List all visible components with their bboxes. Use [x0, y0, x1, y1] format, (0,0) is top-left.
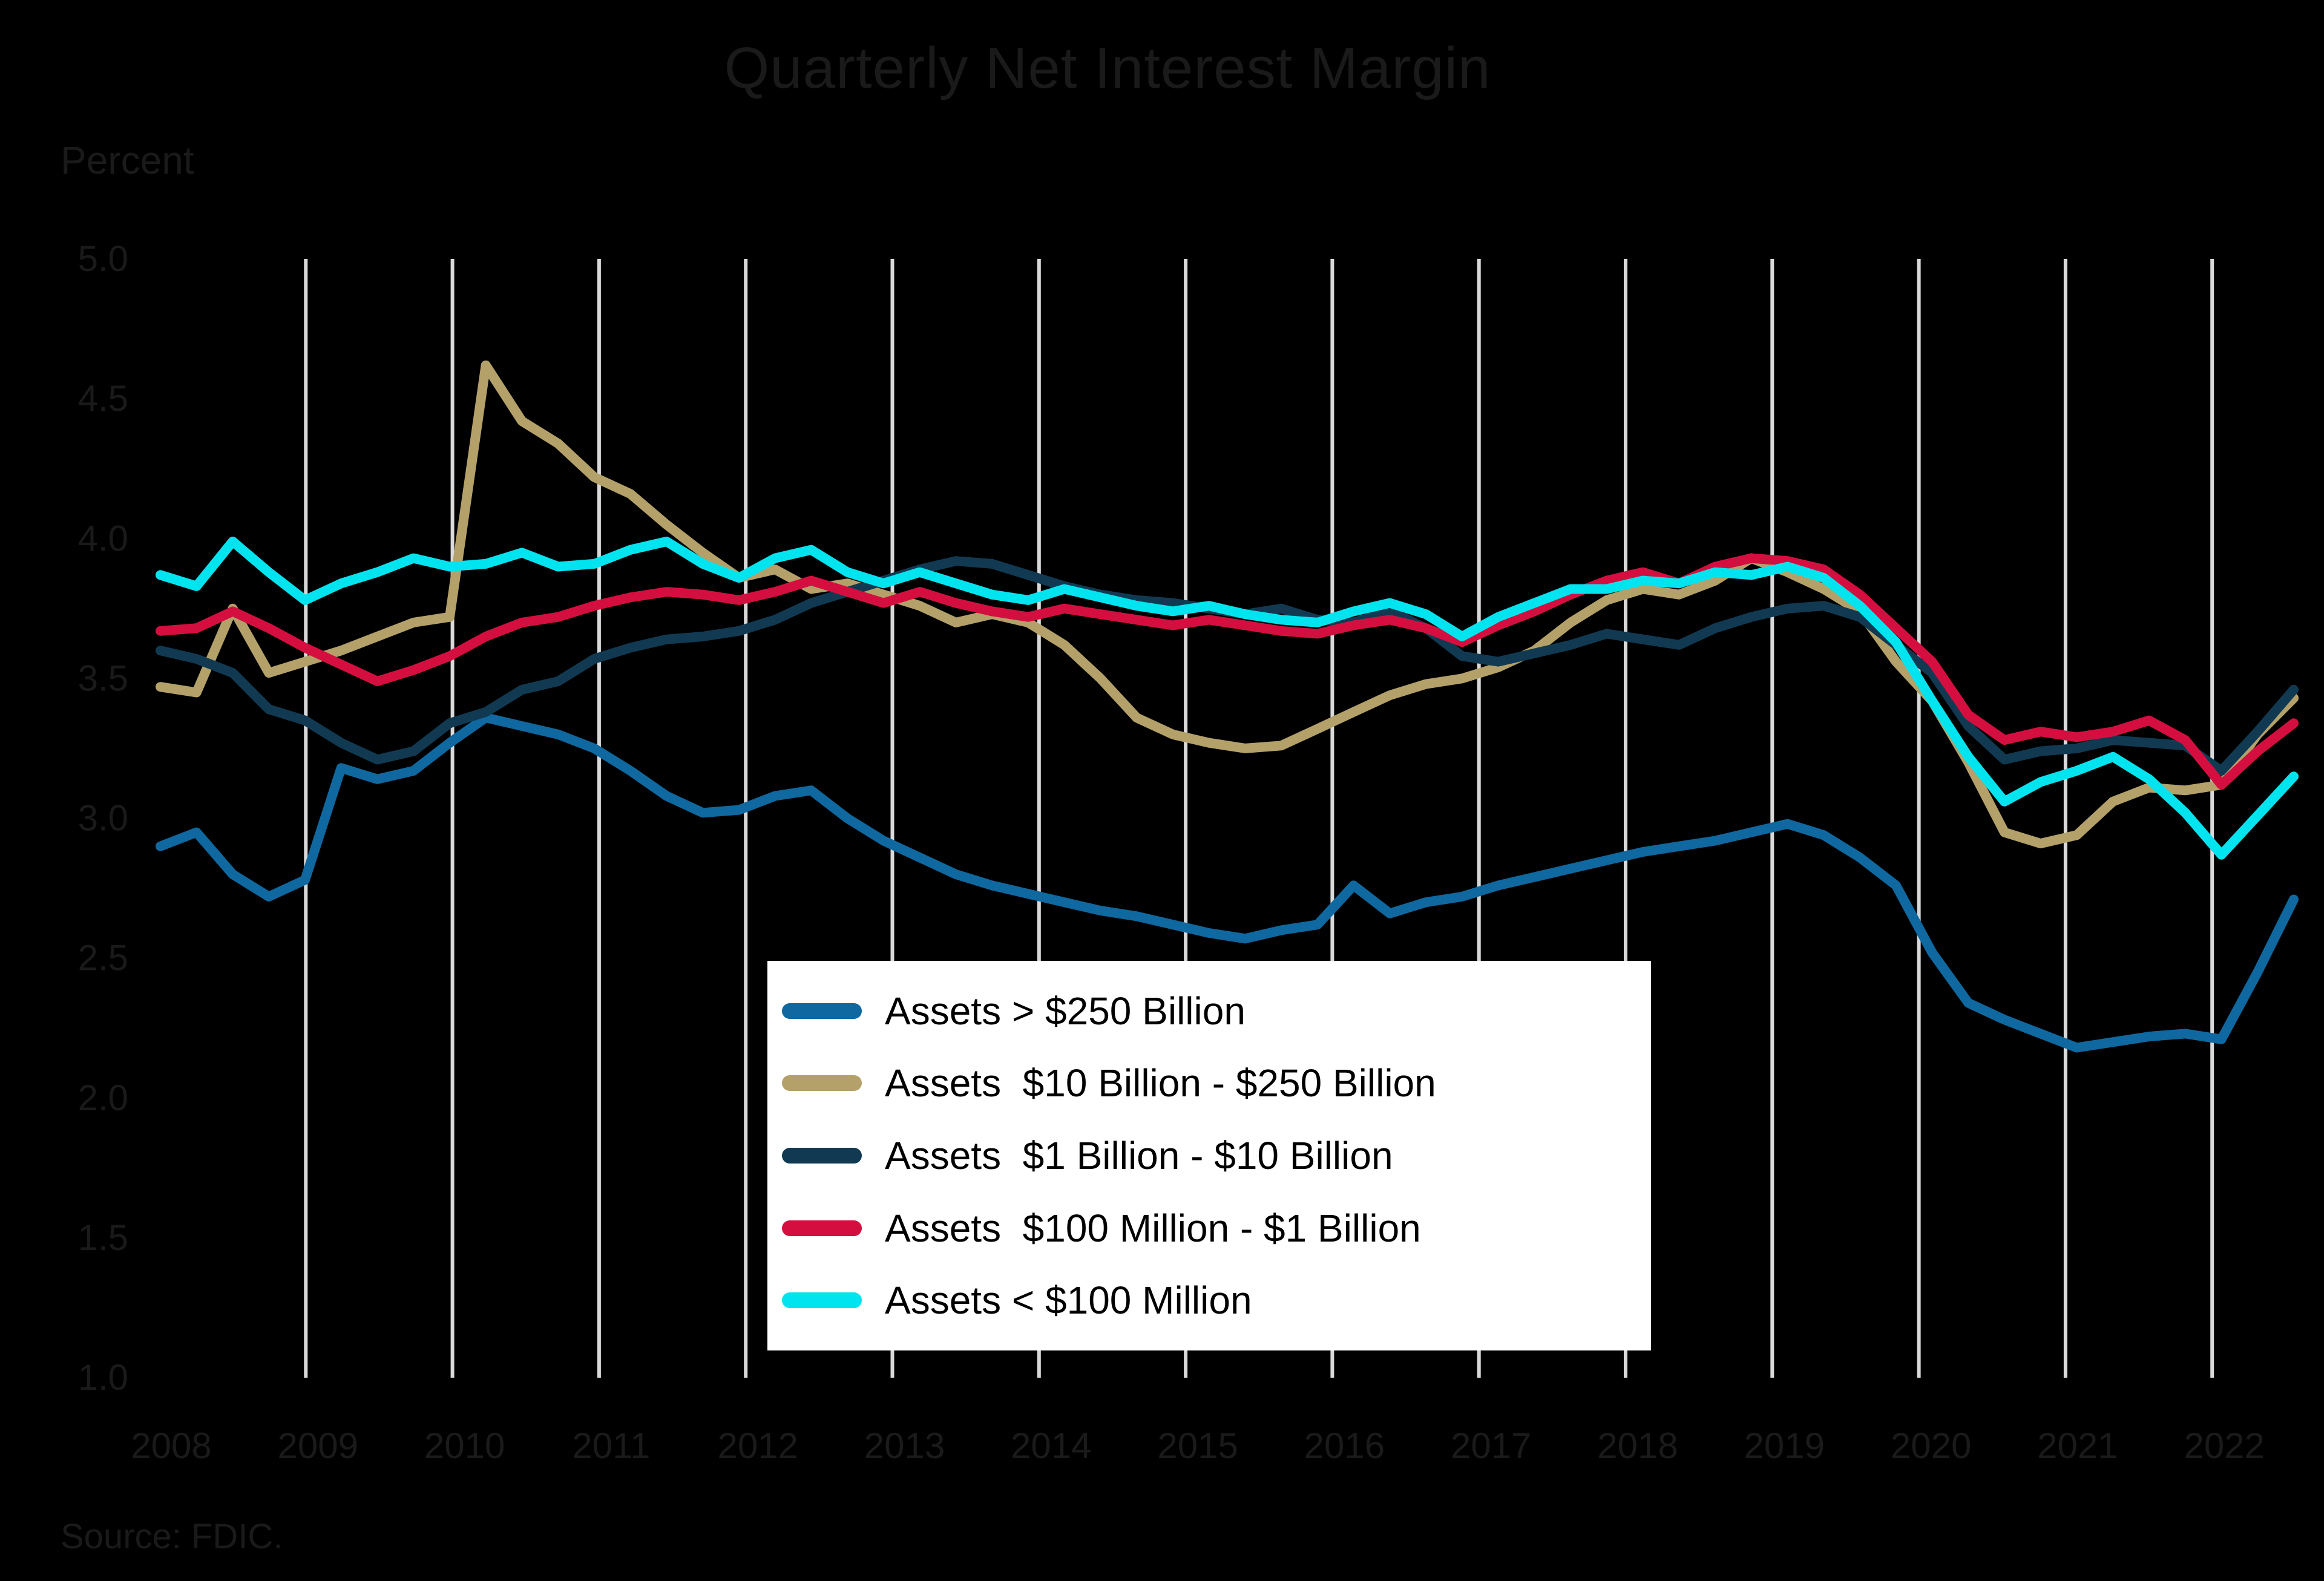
- x-tick-label: 2022: [2184, 1426, 2264, 1466]
- y-tick-label: 5.0: [78, 238, 128, 279]
- y-tick-labels-group: 5.0 4.5 4.0 3.5 3.0 2.5 2.0 1.5 1.0: [78, 238, 128, 1398]
- x-tick-label: 2009: [278, 1426, 358, 1466]
- legend-item-assets-100m-1b: Assets $100 Million - $1 Billion: [767, 1206, 1651, 1251]
- y-tick-label: 2.0: [78, 1078, 128, 1118]
- x-tick-label: 2010: [424, 1426, 505, 1466]
- series-line-assets-100-million: [156, 536, 2299, 860]
- x-tick-label: 2013: [864, 1426, 945, 1466]
- legend-item-assets-10b-250b: Assets $10 Billion - $250 Billion: [767, 1061, 1651, 1105]
- series-line-assets-10-billion-250-billion: [156, 360, 2299, 849]
- x-tick-label: 2021: [2037, 1426, 2118, 1466]
- x-tick-label: 2011: [572, 1426, 650, 1466]
- legend-swatch-assets-lt-100m: [782, 1292, 862, 1309]
- y-tick-label: 4.5: [78, 378, 128, 419]
- series-line-assets-100-million-1-billion: [156, 553, 2299, 790]
- y-tick-label: 3.5: [78, 658, 128, 698]
- y-tick-label: 3.0: [78, 798, 128, 839]
- series-line-assets-1-billion-10-billion: [156, 556, 2299, 776]
- legend-label: Assets $1 Billion - $10 Billion: [885, 1133, 1393, 1177]
- x-tick-labels-group: 2008 2009 2010 2011 2012 2013 2014 2015 2016 2017…: [131, 1426, 2265, 1466]
- y-tick-label: 4.0: [78, 518, 128, 558]
- x-tick-label: 2019: [1744, 1426, 1825, 1466]
- y-axis-label: Percent: [61, 139, 194, 182]
- legend-label: Assets < $100 Million: [885, 1278, 1252, 1323]
- legend-swatch-assets-10b-250b: [782, 1075, 862, 1092]
- legend-label: Assets > $250 Billion: [885, 989, 1246, 1033]
- x-tick-label: 2012: [717, 1426, 798, 1466]
- x-tick-label: 2017: [1451, 1426, 1531, 1466]
- legend-label: Assets $10 Billion - $250 Billion: [885, 1061, 1436, 1105]
- x-tick-label: 2015: [1157, 1426, 1238, 1466]
- legend-label: Assets $100 Million - $1 Billion: [885, 1206, 1421, 1250]
- y-tick-label: 2.5: [78, 938, 128, 978]
- chart-title: Quarterly Net Interest Margin: [724, 36, 1491, 100]
- legend-swatch-assets-100m-1b: [782, 1220, 862, 1236]
- chart-legend: Assets > $250 Billion Assets $10 Billion…: [767, 961, 1651, 1350]
- x-tick-label: 2014: [1011, 1426, 1091, 1466]
- x-tick-label: 2018: [1597, 1426, 1678, 1466]
- legend-item-assets-gt-250-billion: Assets > $250 Billion: [767, 989, 1651, 1033]
- x-tick-label: 2020: [1891, 1426, 1971, 1466]
- legend-swatch-assets-1b-10b: [782, 1147, 862, 1164]
- x-tick-label: 2016: [1304, 1426, 1385, 1466]
- y-tick-label: 1.0: [78, 1357, 128, 1398]
- y-tick-label: 1.5: [78, 1217, 128, 1258]
- x-tick-label: 2008: [131, 1426, 211, 1466]
- legend-item-assets-lt-100m: Assets < $100 Million: [767, 1278, 1651, 1323]
- series-line-assets-250-billion: [156, 713, 2299, 1053]
- legend-item-assets-1b-10b: Assets $1 Billion - $10 Billion: [767, 1133, 1651, 1178]
- series-lines-group: [156, 360, 2299, 1053]
- source-note: Source: FDIC.: [61, 1517, 283, 1556]
- legend-swatch-assets-gt-250-billion: [782, 1003, 862, 1019]
